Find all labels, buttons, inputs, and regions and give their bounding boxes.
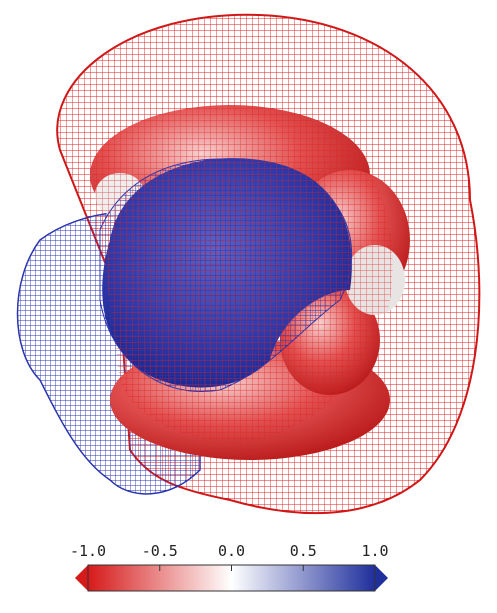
tick-label: -1.0: [70, 542, 106, 560]
tick-label: 1.0: [361, 542, 388, 560]
colorbar-low-arrow: [75, 565, 88, 591]
tick-label: 0.0: [218, 542, 245, 560]
tick-label: -0.5: [142, 542, 178, 560]
tick-label: 0.5: [290, 542, 317, 560]
colorbar: -1.0 -0.5 0.0 0.5 1.0: [70, 542, 389, 592]
molecule-render: [16, 13, 481, 515]
colorbar-high-arrow: [375, 565, 388, 591]
